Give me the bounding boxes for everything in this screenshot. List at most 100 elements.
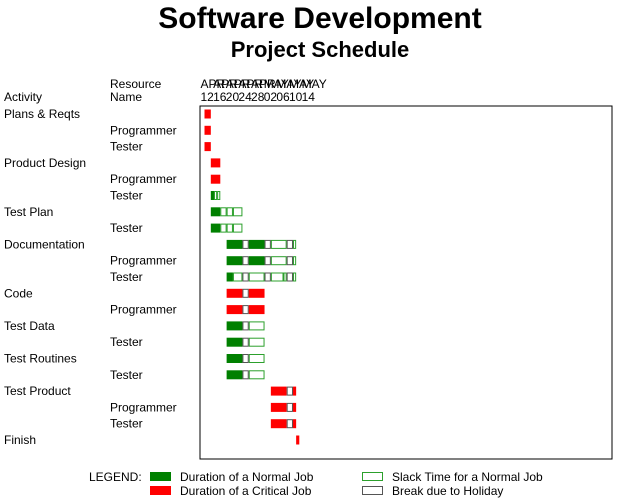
x-tick-month: APR bbox=[226, 77, 251, 91]
critical-bar bbox=[270, 402, 287, 412]
normal-bar bbox=[226, 321, 243, 331]
slack-bar bbox=[213, 191, 218, 200]
activity-label: Test Routines bbox=[4, 352, 77, 366]
slack-bar bbox=[232, 272, 243, 282]
critical-bar bbox=[292, 402, 297, 412]
normal-bar bbox=[210, 223, 221, 233]
critical-bar bbox=[204, 142, 211, 152]
holiday-bar bbox=[242, 370, 249, 380]
x-tick-day: 06 bbox=[276, 90, 290, 104]
resource-column-header: Resource bbox=[110, 77, 162, 91]
x-tick-month: MAY bbox=[276, 77, 301, 91]
slack-bar bbox=[270, 239, 287, 249]
resource-column-header: Name bbox=[110, 90, 142, 104]
critical-bar bbox=[248, 305, 265, 315]
critical-bar bbox=[292, 386, 297, 396]
normal-bar bbox=[226, 337, 243, 347]
slack-bar bbox=[217, 191, 221, 200]
slack-bar bbox=[232, 207, 243, 217]
activity-label: Plans & Reqts bbox=[4, 107, 80, 121]
critical-bar bbox=[210, 158, 221, 168]
holiday-bar bbox=[242, 321, 249, 331]
critical-bar bbox=[296, 435, 300, 445]
normal-bar bbox=[226, 272, 233, 282]
x-tick-month: MAY bbox=[264, 77, 289, 91]
holiday-bar bbox=[242, 354, 249, 363]
critical-bar bbox=[226, 305, 243, 315]
slack-bar bbox=[248, 354, 265, 363]
slack-bar bbox=[220, 223, 227, 233]
normal-bar bbox=[248, 256, 265, 266]
normal-bar bbox=[226, 256, 243, 266]
holiday-bar bbox=[286, 386, 293, 396]
holiday-bar bbox=[242, 272, 249, 282]
resource-label: Tester bbox=[110, 221, 143, 235]
x-tick-month: APR bbox=[238, 77, 263, 91]
resource-label: Programmer bbox=[110, 303, 177, 317]
holiday-bar bbox=[264, 239, 271, 249]
normal-bar bbox=[210, 207, 221, 217]
legend-swatch-slack bbox=[362, 472, 383, 481]
slack-bar bbox=[232, 223, 243, 233]
critical-bar bbox=[270, 419, 287, 429]
slack-bar bbox=[220, 207, 227, 217]
normal-bar bbox=[210, 191, 214, 200]
x-tick-month: APR bbox=[201, 77, 226, 91]
holiday-bar bbox=[286, 239, 293, 249]
legend-label-normal: Duration of a Normal Job bbox=[180, 470, 314, 484]
critical-bar bbox=[204, 125, 211, 135]
resource-label: Tester bbox=[110, 140, 143, 154]
x-tick-month: APR bbox=[213, 77, 238, 91]
holiday-bar bbox=[264, 256, 271, 266]
resource-label: Tester bbox=[110, 270, 143, 284]
slack-bar bbox=[283, 272, 287, 282]
legend-title: LEGEND: bbox=[89, 470, 142, 484]
legend-swatch-critical bbox=[150, 486, 171, 495]
activity-label: Documentation bbox=[4, 237, 85, 251]
resource-label: Tester bbox=[110, 335, 143, 349]
slack-bar bbox=[226, 207, 233, 217]
activity-label: Test Product bbox=[4, 384, 71, 398]
resource-label: Programmer bbox=[110, 400, 177, 414]
slack-bar bbox=[248, 321, 265, 331]
activity-label: Test Plan bbox=[4, 205, 53, 219]
x-tick-day: 20 bbox=[226, 90, 240, 104]
holiday-bar bbox=[264, 272, 271, 282]
resource-label: Programmer bbox=[110, 254, 177, 268]
activity-label: Code bbox=[4, 286, 33, 300]
resource-label: Tester bbox=[110, 368, 143, 382]
critical-bar bbox=[292, 419, 297, 429]
critical-bar bbox=[248, 288, 265, 298]
holiday-bar bbox=[242, 288, 249, 298]
x-tick-day: 02 bbox=[264, 90, 278, 104]
holiday-bar bbox=[286, 419, 293, 429]
x-tick-month: MAY bbox=[302, 77, 327, 91]
legend-swatch-holiday bbox=[362, 486, 383, 495]
holiday-bar bbox=[242, 239, 249, 249]
holiday-bar bbox=[286, 402, 293, 412]
activity-label: Finish bbox=[4, 433, 36, 447]
legend-label-critical: Duration of a Critical Job bbox=[180, 484, 312, 498]
normal-bar bbox=[226, 354, 243, 363]
activity-label: Product Design bbox=[4, 156, 86, 170]
critical-bar bbox=[270, 386, 287, 396]
critical-bar bbox=[226, 288, 243, 298]
holiday-bar bbox=[242, 256, 249, 266]
activity-label: Test Data bbox=[4, 319, 55, 333]
legend-label-holiday: Break due to Holiday bbox=[392, 484, 503, 498]
slack-bar bbox=[248, 272, 265, 282]
activity-column-header: Activity bbox=[4, 90, 42, 104]
slack-bar bbox=[292, 239, 297, 249]
normal-bar bbox=[226, 370, 243, 380]
holiday-bar bbox=[242, 305, 249, 315]
slack-bar bbox=[226, 223, 233, 233]
resource-label: Programmer bbox=[110, 172, 177, 186]
legend-label-slack: Slack Time for a Normal Job bbox=[392, 470, 543, 484]
x-tick-day: 28 bbox=[251, 90, 265, 104]
plot-frame bbox=[199, 105, 613, 460]
holiday-bar bbox=[242, 337, 249, 347]
x-tick-day: 24 bbox=[238, 90, 252, 104]
x-tick-day: 10 bbox=[289, 90, 303, 104]
resource-label: Tester bbox=[110, 189, 143, 203]
